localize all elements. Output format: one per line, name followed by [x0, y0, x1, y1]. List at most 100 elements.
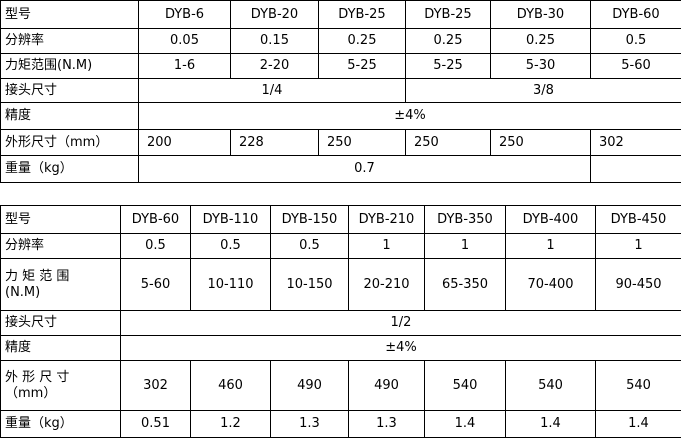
- table-cell: 228: [230, 129, 319, 156]
- row-label: 力 矩 范 围 (N.M): [0, 258, 121, 311]
- table-cell: 490: [270, 360, 349, 411]
- row-label: 接头尺寸: [0, 310, 121, 336]
- table-cell: 0.5: [120, 233, 191, 259]
- table-cell: 0.5: [270, 233, 349, 259]
- table-cell: 10-110: [190, 258, 271, 311]
- table-cell: 70-400: [505, 258, 596, 311]
- table-cell: 20-210: [348, 258, 425, 311]
- row-label-line: 接头尺寸: [5, 315, 58, 330]
- table-cell: 540: [505, 360, 596, 411]
- table-row: 力 矩 范 围 (N.M) 5-60 10-110 10-150 20-210 65-350…: [0, 258, 681, 311]
- table-cell: 5-60: [590, 53, 681, 79]
- row-label-line: 接头尺寸: [5, 82, 58, 98]
- table-row: 外形尺寸（mm） 200 228 250 250 250 302: [0, 129, 681, 156]
- table-cell: DYB-20: [230, 0, 319, 29]
- table-cell: 90-450: [595, 258, 681, 311]
- table-cell: 250: [490, 129, 591, 156]
- table-cell: 1/2: [120, 310, 681, 336]
- row-label-line: 型号: [5, 211, 32, 227]
- table-cell: 302: [120, 360, 191, 411]
- row-label-line: 力矩范围(N.M): [5, 58, 93, 73]
- row-label-line: 力 矩 范 围: [5, 268, 70, 284]
- table-cell: DYB-25: [405, 0, 491, 29]
- row-label: 精度: [0, 335, 121, 361]
- row-label: 外形尺寸（mm）: [0, 129, 139, 156]
- table-row: 分辨率 0.5 0.5 0.5 1 1 1 1: [0, 233, 681, 259]
- row-label-line: 分辨率: [5, 238, 45, 253]
- table-cell: DYB-60: [120, 205, 191, 234]
- table-cell: 0.7: [138, 155, 591, 183]
- row-label-line: 重量（kg）: [5, 416, 73, 431]
- table-cell: 10-150: [270, 258, 349, 311]
- table-cell: 2-20: [230, 53, 319, 79]
- table-cell: 250: [405, 129, 491, 156]
- table-cell: 540: [595, 360, 681, 411]
- table-cell: 1.2: [190, 410, 271, 438]
- table-cell: DYB-60: [590, 0, 681, 29]
- table-cell: 5-25: [318, 53, 406, 79]
- row-label: 型号: [0, 0, 139, 29]
- table-row: 精度 ±4%: [0, 335, 681, 361]
- table-row: 外 形 尺 寸（mm） 302 460 490 490 540 540 540: [0, 360, 681, 411]
- table-row: 型号 DYB-60 DYB-110 DYB-150 DYB-210 DYB-350 DYB-…: [0, 205, 681, 234]
- table-cell: 1.3: [348, 410, 425, 438]
- table-cell: 65-350: [424, 258, 506, 311]
- table-cell: 1.3: [270, 410, 349, 438]
- table-cell: 0.15: [230, 28, 319, 54]
- table-cell: 5-25: [405, 53, 491, 79]
- spec-table: 型号 DYB-6 DYB-20 DYB-25 DYB-25 DYB-30 DYB-60 分辨率…: [0, 0, 681, 183]
- table-row: 接头尺寸 1/2: [0, 310, 681, 336]
- table-cell: ±4%: [120, 335, 681, 361]
- table-cell: 1: [348, 233, 425, 259]
- table-cell: 0.05: [138, 28, 231, 54]
- table-row: 分辨率 0.05 0.15 0.25 0.25 0.25 0.5: [0, 28, 681, 54]
- table-cell: 5-30: [490, 53, 591, 79]
- table-cell: 200: [138, 129, 231, 156]
- table-cell: 0.25: [405, 28, 491, 54]
- table-cell: 1/4: [138, 78, 406, 103]
- table-cell: 0.5: [590, 28, 681, 54]
- row-label-line: （mm）: [5, 385, 57, 401]
- table-cell: 1.4: [424, 410, 506, 438]
- table-row: 型号 DYB-6 DYB-20 DYB-25 DYB-25 DYB-30 DYB-60: [0, 0, 681, 29]
- table-row: 重量（kg） 0.51 1.2 1.3 1.3 1.4 1.4 1.4: [0, 410, 681, 438]
- row-label-line: 精度: [5, 340, 32, 355]
- table-cell: 1-6: [138, 53, 231, 79]
- table-cell: DYB-25: [318, 0, 406, 29]
- empty-cell: [590, 155, 681, 183]
- row-label: 精度: [0, 102, 139, 130]
- table-cell: DYB-110: [190, 205, 271, 234]
- table-row: 接头尺寸 1/4 3/8: [0, 78, 681, 103]
- table-cell: 0.5: [190, 233, 271, 259]
- table-cell: 3/8: [405, 78, 681, 103]
- table-cell: DYB-150: [270, 205, 349, 234]
- row-label-line: 型号: [5, 6, 32, 22]
- table-row: 力矩范围(N.M) 1-6 2-20 5-25 5-25 5-30 5-60: [0, 53, 681, 79]
- row-label: 重量（kg）: [0, 155, 139, 183]
- row-label-line: 外 形 尺 寸: [5, 369, 70, 385]
- table-cell: DYB-30: [490, 0, 591, 29]
- row-label: 分辨率: [0, 28, 139, 54]
- row-label: 外 形 尺 寸（mm）: [0, 360, 121, 411]
- table-cell: DYB-6: [138, 0, 231, 29]
- table-cell: 1.4: [595, 410, 681, 438]
- row-label: 型号: [0, 205, 121, 234]
- table-cell: 540: [424, 360, 506, 411]
- row-label-line: (N.M): [5, 284, 41, 300]
- table-cell: 0.25: [318, 28, 406, 54]
- row-label-line: 重量（kg）: [5, 161, 73, 176]
- table-cell: 0.51: [120, 410, 191, 438]
- table-cell: 1: [424, 233, 506, 259]
- table-cell: 5-60: [120, 258, 191, 311]
- table-cell: DYB-450: [595, 205, 681, 234]
- row-label: 重量（kg）: [0, 410, 121, 438]
- table-cell: 0.25: [490, 28, 591, 54]
- row-label-line: 精度: [5, 108, 32, 123]
- table-cell: 1.4: [505, 410, 596, 438]
- row-label-line: 分辨率: [5, 33, 45, 48]
- table-cell: DYB-400: [505, 205, 596, 234]
- table-cell: DYB-350: [424, 205, 506, 234]
- table-cell: 490: [348, 360, 425, 411]
- row-label: 力矩范围(N.M): [0, 53, 139, 79]
